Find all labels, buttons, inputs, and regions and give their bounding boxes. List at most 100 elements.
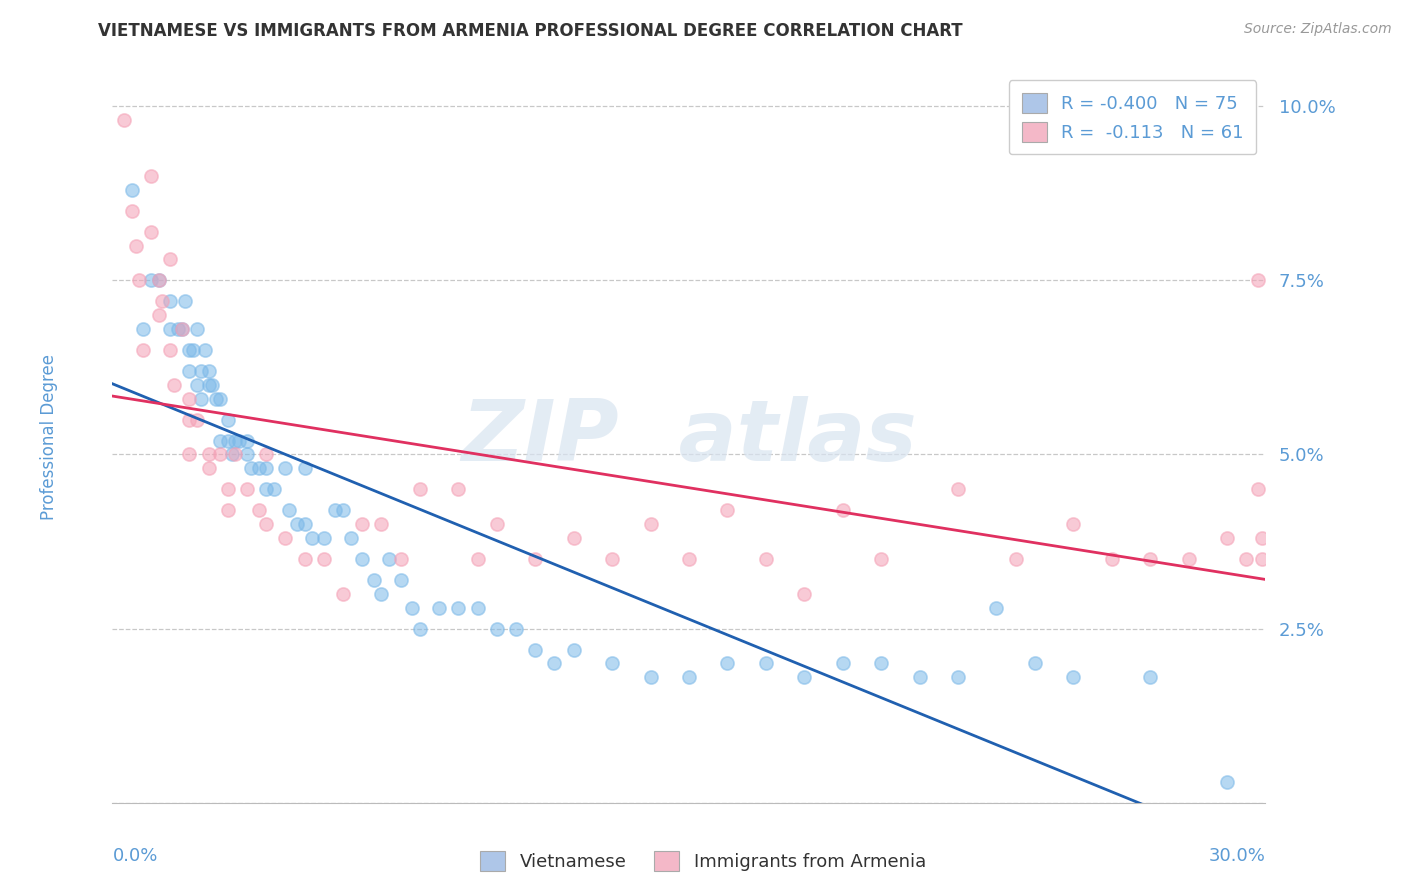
Point <box>716 657 738 671</box>
Point <box>179 364 201 378</box>
Point <box>254 483 277 497</box>
Point <box>170 322 193 336</box>
Point <box>247 461 270 475</box>
Point <box>831 503 853 517</box>
Point <box>339 531 361 545</box>
Point <box>485 517 508 532</box>
Point <box>139 169 162 183</box>
Point <box>186 377 208 392</box>
Point <box>1250 531 1272 545</box>
Point <box>467 552 489 566</box>
Point <box>179 392 201 406</box>
Point <box>524 552 547 566</box>
Point <box>543 657 565 671</box>
Point <box>640 517 662 532</box>
Point <box>236 448 259 462</box>
Point <box>170 322 193 336</box>
Point <box>378 552 401 566</box>
Point <box>793 587 815 601</box>
Point <box>239 461 262 475</box>
Text: 30.0%: 30.0% <box>1209 847 1265 864</box>
Point <box>946 483 969 497</box>
Point <box>1101 552 1123 566</box>
Point <box>166 322 188 336</box>
Legend: Vietnamese, Immigrants from Armenia: Vietnamese, Immigrants from Armenia <box>472 844 934 879</box>
Point <box>124 238 146 252</box>
Point <box>148 308 170 322</box>
Point <box>447 483 470 497</box>
Point <box>217 412 239 426</box>
Text: ZIP  atlas: ZIP atlas <box>461 395 917 479</box>
Point <box>148 273 170 287</box>
Point <box>197 377 219 392</box>
Point <box>1004 552 1026 566</box>
Point <box>1024 657 1046 671</box>
Point <box>254 448 277 462</box>
Point <box>370 517 392 532</box>
Point <box>325 503 347 517</box>
Point <box>562 642 585 657</box>
Point <box>409 622 432 636</box>
Point <box>870 552 893 566</box>
Point <box>128 273 150 287</box>
Point <box>148 273 170 287</box>
Point <box>205 392 228 406</box>
Point <box>179 448 201 462</box>
Point <box>870 657 893 671</box>
Point <box>986 600 1008 615</box>
Point <box>1234 552 1257 566</box>
Point <box>908 670 931 684</box>
Point <box>152 294 174 309</box>
Point <box>221 448 243 462</box>
Point <box>274 461 297 475</box>
Point <box>121 203 143 218</box>
Point <box>139 225 162 239</box>
Point <box>190 364 212 378</box>
Point <box>1247 273 1270 287</box>
Point <box>755 657 778 671</box>
Text: VIETNAMESE VS IMMIGRANTS FROM ARMENIA PROFESSIONAL DEGREE CORRELATION CHART: VIETNAMESE VS IMMIGRANTS FROM ARMENIA PR… <box>98 22 963 40</box>
Point <box>716 503 738 517</box>
Point <box>1216 775 1239 789</box>
Point <box>389 552 412 566</box>
Point <box>132 343 155 357</box>
Point <box>179 343 201 357</box>
Point <box>409 483 432 497</box>
Point <box>159 322 181 336</box>
Text: Source: ZipAtlas.com: Source: ZipAtlas.com <box>1244 22 1392 37</box>
Point <box>181 343 204 357</box>
Point <box>831 657 853 671</box>
Point <box>197 448 219 462</box>
Point <box>194 343 217 357</box>
Point <box>217 483 239 497</box>
Point <box>312 552 335 566</box>
Point <box>467 600 489 615</box>
Point <box>159 294 181 309</box>
Point <box>174 294 197 309</box>
Point <box>1062 517 1084 532</box>
Point <box>352 517 374 532</box>
Point <box>228 434 250 448</box>
Point <box>209 392 232 406</box>
Point <box>163 377 186 392</box>
Point <box>640 670 662 684</box>
Point <box>678 552 700 566</box>
Text: Professional Degree: Professional Degree <box>39 354 58 520</box>
Point <box>197 364 219 378</box>
Point <box>1139 670 1161 684</box>
Point <box>562 531 585 545</box>
Point <box>600 552 623 566</box>
Point <box>389 573 412 587</box>
Point <box>755 552 778 566</box>
Point <box>401 600 423 615</box>
Point <box>312 531 335 545</box>
Point <box>946 670 969 684</box>
Point <box>793 670 815 684</box>
Point <box>485 622 508 636</box>
Point <box>301 531 323 545</box>
Point <box>278 503 301 517</box>
Point <box>1216 531 1239 545</box>
Point <box>678 670 700 684</box>
Legend: R = -0.400   N = 75, R =  -0.113   N = 61: R = -0.400 N = 75, R = -0.113 N = 61 <box>1010 80 1257 154</box>
Point <box>247 503 270 517</box>
